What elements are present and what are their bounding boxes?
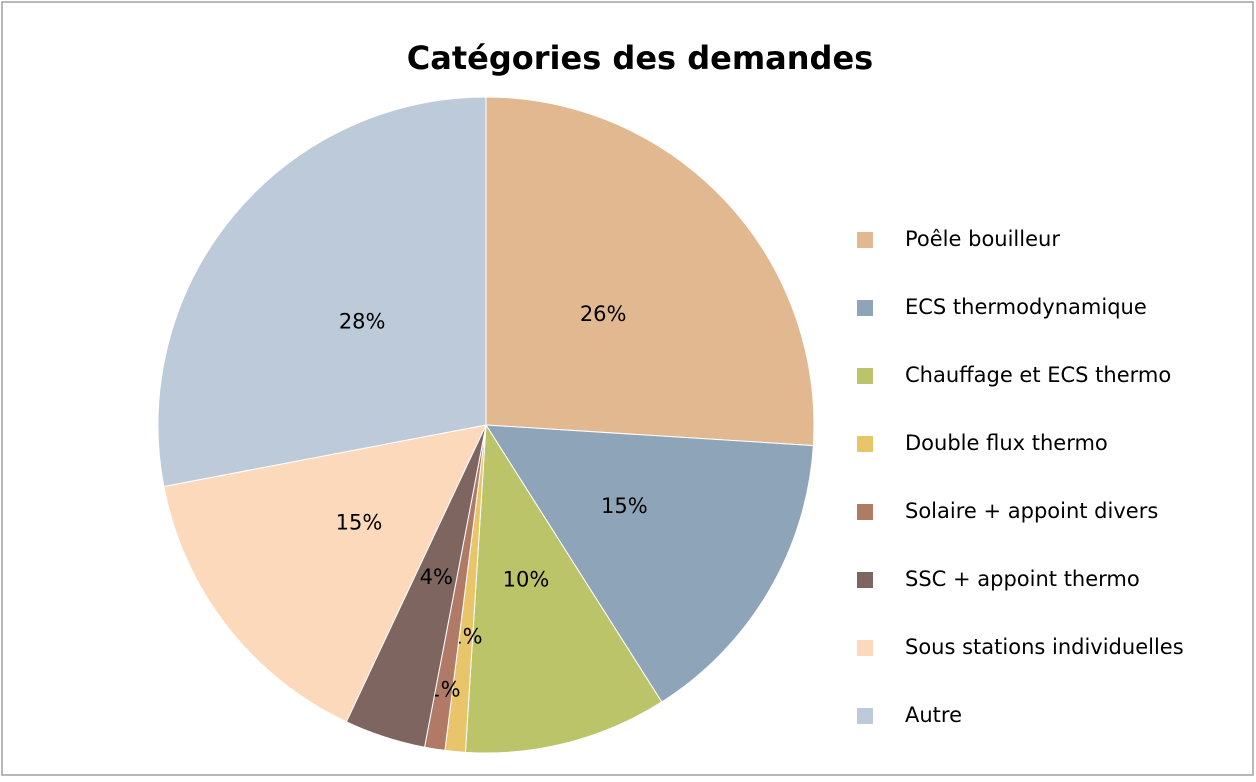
pie-slice	[464, 423, 663, 754]
legend-label: SSC + appoint thermo	[905, 567, 1140, 591]
legend-label: Solaire + appoint divers	[905, 499, 1158, 523]
pie-slice	[157, 96, 487, 488]
chart-title: Catégories des demandes	[407, 39, 873, 77]
data-label: 15%	[601, 494, 648, 518]
pie-slice	[485, 96, 815, 447]
data-label: 10%	[503, 568, 550, 592]
legend-swatch	[857, 504, 873, 520]
legend-label: Chauffage et ECS thermo	[905, 363, 1171, 387]
data-label: 26%	[580, 302, 627, 326]
legend-label: Double flux thermo	[905, 431, 1108, 455]
data-label: 28%	[339, 310, 386, 334]
legend-label: ECS thermodynamique	[905, 295, 1147, 319]
legend-label: Sous stations individuelles	[905, 635, 1184, 659]
data-label: 15%	[336, 511, 383, 535]
legend-label: Autre	[905, 703, 962, 727]
legend-swatch	[857, 300, 873, 316]
legend-swatch	[857, 436, 873, 452]
legend-swatch	[857, 640, 873, 656]
legend-swatch	[857, 368, 873, 384]
data-label: 4%	[420, 565, 453, 589]
legend-swatch	[857, 232, 873, 248]
legend-swatch	[857, 572, 873, 588]
legend-label: Poêle bouilleur	[905, 227, 1060, 251]
pie-slice	[163, 424, 487, 723]
pie-slice	[485, 424, 814, 703]
legend-swatch	[857, 708, 873, 724]
